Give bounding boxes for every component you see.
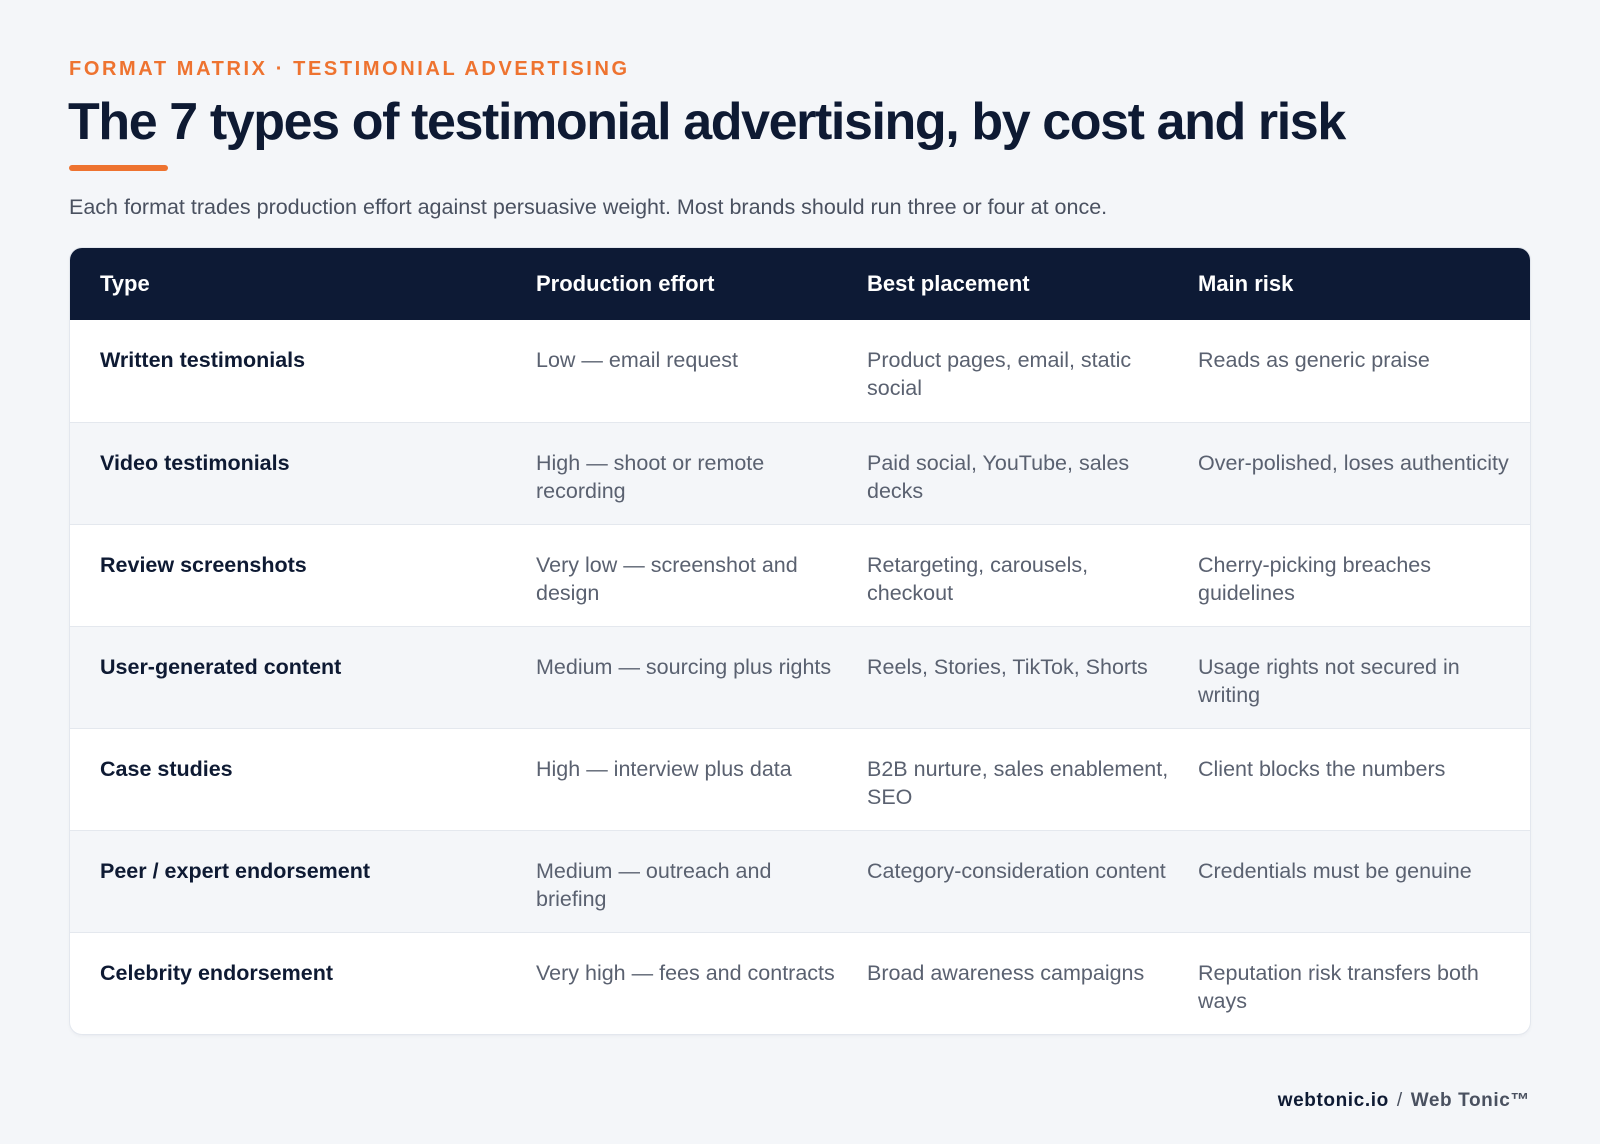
effort-cell: Very high — fees and contracts: [536, 961, 835, 985]
type-cell: Case studies: [100, 757, 233, 781]
footer-site[interactable]: webtonic.io: [1277, 1090, 1389, 1111]
table-row: User-generated content Medium — sourcing…: [70, 626, 1530, 728]
effort-cell: Very low — screenshot and design: [536, 553, 798, 605]
effort-cell: High — shoot or remote recording: [536, 451, 765, 503]
page-subtitle: Each format trades production effort aga…: [69, 195, 1108, 219]
effort-cell: Medium — sourcing plus rights: [536, 655, 832, 679]
eyebrow-label: FORMAT MATRIX · TESTIMONIAL ADVERTISING: [69, 58, 630, 80]
effort-cell: Low — email request: [536, 348, 738, 372]
format-matrix-table: Type Production effort Best placement Ma…: [70, 248, 1530, 1034]
placement-cell: Retargeting, carousels, checkout: [867, 553, 1089, 605]
type-cell: User-generated content: [100, 655, 342, 679]
placement-cell: Broad awareness campaigns: [867, 961, 1145, 985]
type-cell: Written testimonials: [100, 348, 306, 372]
table-body: Written testimonials Low — email request…: [70, 320, 1530, 1034]
table-header: Type Production effort Best placement Ma…: [70, 248, 1530, 320]
effort-cell: High — interview plus data: [536, 757, 792, 781]
table-row: Celebrity endorsement Very high — fees a…: [70, 932, 1530, 1034]
table-row: Case studies High — interview plus data …: [70, 728, 1530, 830]
risk-cell: Reads as generic praise: [1198, 348, 1430, 372]
risk-cell: Usage rights not secured in writing: [1198, 655, 1460, 707]
placement-cell: Reels, Stories, TikTok, Shorts: [867, 655, 1148, 679]
effort-cell: Medium — outreach and briefing: [536, 859, 772, 911]
type-cell: Video testimonials: [100, 451, 290, 475]
column-header-type: Type: [100, 271, 150, 296]
type-cell: Review screenshots: [100, 553, 307, 577]
type-cell: Celebrity endorsement: [100, 961, 333, 985]
placement-cell: Category-consideration content: [867, 859, 1166, 883]
placement-cell: Paid social, YouTube, sales decks: [867, 451, 1130, 503]
table-row: Review screenshots Very low — screenshot…: [70, 524, 1530, 626]
type-cell: Peer / expert endorsement: [100, 859, 371, 883]
risk-cell: Over-polished, loses authenticity: [1198, 451, 1509, 475]
column-header-main-risk: Main risk: [1198, 271, 1294, 296]
footer-separator: /: [1396, 1090, 1403, 1111]
risk-cell: Cherry-picking breaches guidelines: [1198, 553, 1432, 605]
column-header-best-placement: Best placement: [867, 271, 1030, 296]
placement-cell: B2B nurture, sales enablement, SEO: [867, 757, 1169, 809]
page-title: The 7 types of testimonial advertising, …: [68, 93, 1346, 151]
placement-cell: Product pages, email, static social: [867, 348, 1132, 400]
risk-cell: Reputation risk transfers both ways: [1198, 961, 1479, 1013]
risk-cell: Client blocks the numbers: [1198, 757, 1446, 781]
title-underline: [69, 165, 168, 171]
risk-cell: Credentials must be genuine: [1198, 859, 1472, 883]
table-row: Video testimonials High — shoot or remot…: [70, 422, 1530, 524]
footer-credit: webtonic.io / Web Tonic™: [1278, 1090, 1530, 1112]
column-header-production-effort: Production effort: [536, 271, 715, 296]
footer-brand: Web Tonic™: [1410, 1090, 1530, 1111]
table-row: Written testimonials Low — email request…: [70, 320, 1530, 422]
table-row: Peer / expert endorsement Medium — outre…: [70, 830, 1530, 932]
